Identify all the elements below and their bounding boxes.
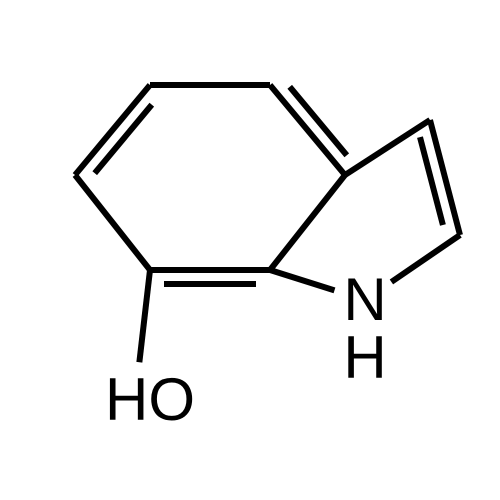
atom-label: HO [105, 366, 195, 433]
bond [75, 175, 150, 270]
bond [139, 270, 150, 362]
bonds-layer [75, 85, 460, 362]
bond [75, 85, 150, 175]
bond [270, 270, 334, 290]
atom-label: H [343, 324, 386, 391]
bond [391, 235, 460, 282]
molecule-diagram: NH HO [0, 0, 500, 500]
bond [430, 120, 460, 235]
bond [345, 120, 430, 175]
bond [270, 85, 345, 175]
atom-label: N [343, 266, 386, 333]
bond [270, 175, 345, 270]
